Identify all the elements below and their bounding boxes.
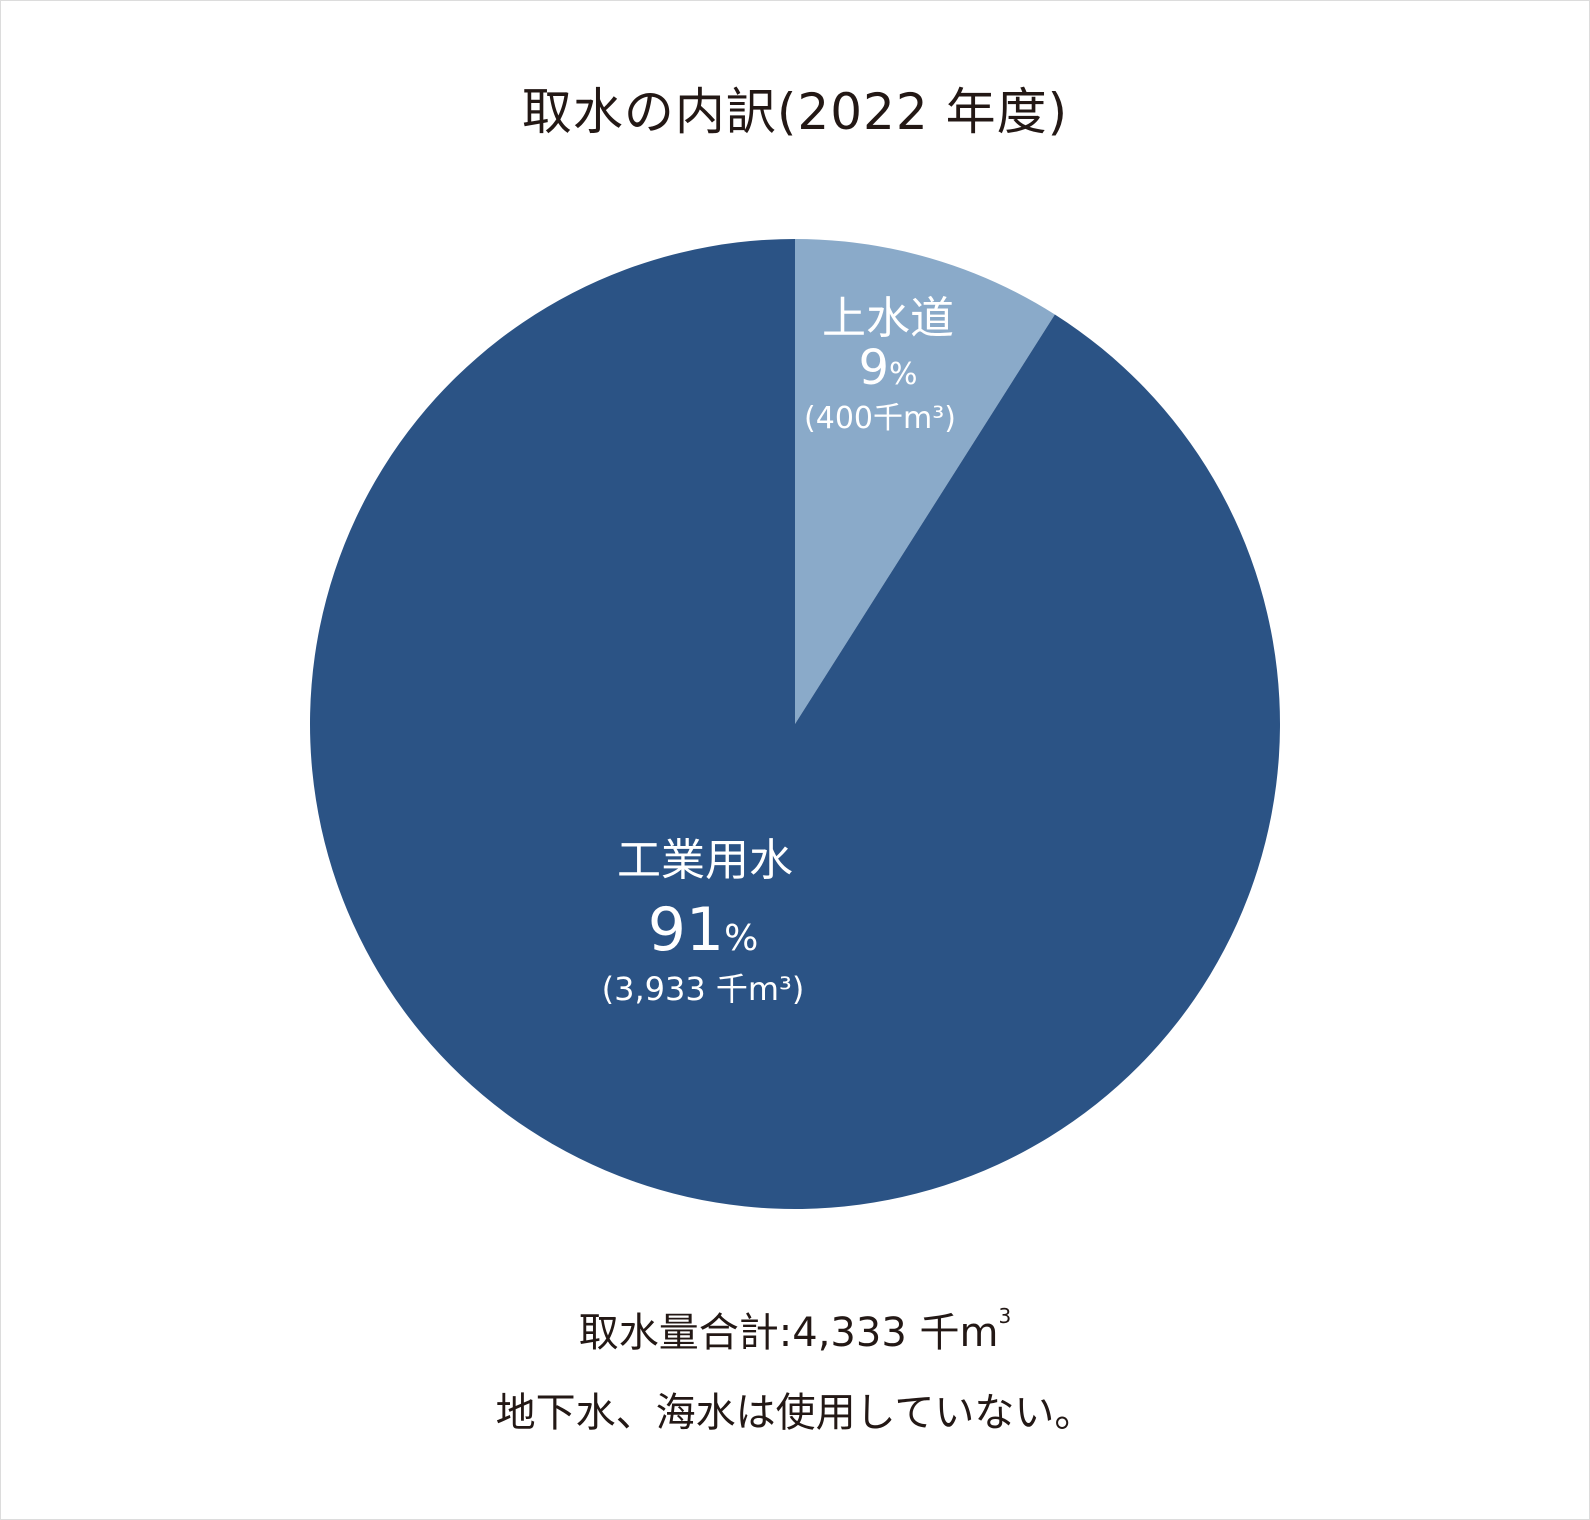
pie-slice-industrial-water xyxy=(310,239,1281,1209)
slice-percent-label: 9% xyxy=(858,340,917,396)
footer-note: 地下水、海水は使用していない。 xyxy=(495,1390,1095,1436)
total-unit: 千m xyxy=(919,1310,999,1356)
total-label: 取水量合計: xyxy=(578,1310,793,1356)
pie-slices xyxy=(310,239,1281,1209)
chart-title: 取水の内訳(2022 年度) xyxy=(521,83,1069,141)
slice-percent-label: 91% xyxy=(648,895,759,965)
slice-percent-value: 91 xyxy=(648,895,724,965)
total-value: 4,333 xyxy=(792,1310,907,1356)
slice-percent-unit: % xyxy=(889,357,918,392)
slice-amount-label: (3,933 千m³) xyxy=(602,970,805,1008)
slice-amount-label: (400千m³) xyxy=(804,401,956,436)
slice-percent-value: 9 xyxy=(858,340,889,396)
slice-name-label: 上水道 xyxy=(822,293,954,344)
total-intake: 取水量合計:4,333 千m3 xyxy=(0,1300,1590,1358)
slice-percent-unit: % xyxy=(724,918,758,959)
total-unit-sup: 3 xyxy=(998,1304,1012,1328)
slice-label-water-supply: 上水道 9% (400千m³) xyxy=(804,293,956,436)
slice-label-industrial-water: 工業用水 91% (3,933 千m³) xyxy=(602,835,805,1008)
pie-slice-water-supply xyxy=(795,239,1055,724)
slice-name-label: 工業用水 xyxy=(617,835,793,886)
